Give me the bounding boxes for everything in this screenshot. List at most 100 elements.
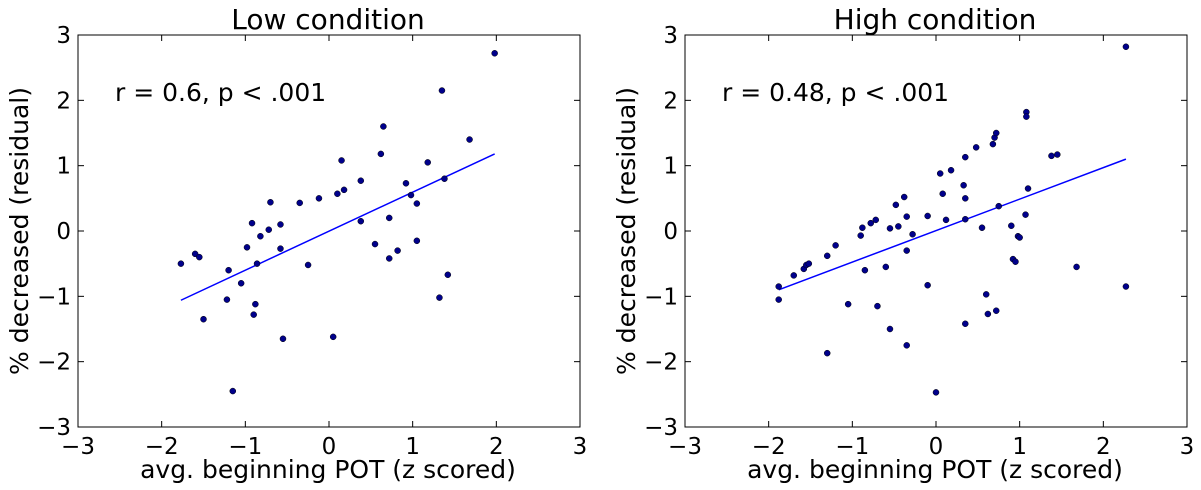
data-point bbox=[1022, 211, 1029, 218]
data-point bbox=[857, 232, 864, 239]
data-point bbox=[859, 224, 866, 231]
data-point bbox=[886, 225, 894, 232]
x-tick-label: 1 bbox=[405, 434, 420, 460]
panel-high-condition: High condition −3 −2 −1 0 1 2 3 −3 −2 −1 0 1 2 3 r = … bbox=[612, 3, 1194, 484]
chart-title: High condition bbox=[834, 3, 1037, 36]
data-point bbox=[775, 296, 782, 303]
data-point bbox=[377, 150, 385, 158]
data-point bbox=[962, 153, 969, 161]
data-point bbox=[371, 240, 379, 248]
data-point bbox=[992, 129, 1000, 137]
data-point bbox=[394, 247, 401, 254]
data-point bbox=[237, 280, 245, 287]
data-point bbox=[903, 342, 910, 349]
data-point bbox=[1054, 151, 1061, 158]
y-tick-label: 3 bbox=[663, 23, 678, 49]
y-tick-label: −1 bbox=[644, 284, 678, 310]
data-point bbox=[1024, 185, 1032, 192]
data-point bbox=[924, 281, 931, 289]
data-point bbox=[196, 253, 203, 261]
data-point bbox=[357, 217, 365, 225]
x-tick-label: −3 bbox=[668, 434, 702, 460]
ticks-layer: −3 −2 −1 0 1 2 3 −3 −2 −1 0 1 2 3 bbox=[37, 23, 587, 460]
data-point bbox=[444, 271, 452, 279]
data-point bbox=[947, 166, 955, 174]
data-point bbox=[962, 215, 969, 223]
data-point bbox=[243, 244, 251, 251]
y-tick-label: 1 bbox=[56, 154, 71, 180]
data-point bbox=[402, 180, 410, 187]
data-point bbox=[989, 140, 997, 148]
data-point bbox=[823, 349, 831, 357]
x-axis-label: avg. beginning POT (z scored) bbox=[140, 455, 516, 484]
y-tick-label: −2 bbox=[37, 350, 71, 376]
data-point bbox=[334, 190, 341, 198]
data-point bbox=[874, 302, 881, 310]
data-point bbox=[424, 159, 431, 166]
y-tick-label: 0 bbox=[663, 219, 678, 245]
data-point bbox=[805, 260, 813, 267]
data-point bbox=[992, 307, 1000, 314]
data-point bbox=[900, 193, 908, 201]
data-point bbox=[1048, 152, 1055, 160]
data-point bbox=[867, 219, 874, 227]
data-point bbox=[277, 245, 284, 252]
data-point bbox=[872, 216, 880, 224]
data-point bbox=[315, 195, 323, 202]
marks-layer bbox=[775, 43, 1130, 396]
y-axis-label: % decreased (residual) bbox=[612, 87, 641, 375]
regression-line bbox=[778, 158, 1127, 291]
x-tick-label: 3 bbox=[573, 434, 588, 460]
chart-title: Low condition bbox=[231, 3, 425, 36]
x-tick-label: 2 bbox=[489, 434, 504, 460]
x-tick-label: 3 bbox=[1180, 434, 1195, 460]
data-point bbox=[200, 315, 207, 323]
data-point bbox=[257, 232, 264, 240]
data-point bbox=[248, 219, 256, 227]
data-point bbox=[441, 175, 448, 182]
x-tick-label: −1 bbox=[228, 434, 262, 460]
data-point bbox=[438, 87, 446, 94]
data-point bbox=[385, 255, 393, 262]
data-point bbox=[924, 212, 931, 220]
ticks-layer: −3 −2 −1 0 1 2 3 −3 −2 −1 0 1 2 3 bbox=[644, 23, 1194, 460]
y-tick-label: 1 bbox=[663, 154, 678, 180]
data-point bbox=[984, 310, 992, 318]
y-tick-label: −3 bbox=[37, 415, 71, 441]
data-point bbox=[177, 260, 185, 267]
data-point bbox=[1008, 222, 1015, 230]
data-point bbox=[903, 247, 910, 254]
data-point bbox=[1073, 263, 1080, 271]
x-tick-label: 2 bbox=[1096, 434, 1111, 460]
data-point bbox=[892, 201, 900, 209]
x-tick-label: −2 bbox=[145, 434, 179, 460]
x-tick-label: 1 bbox=[1012, 434, 1027, 460]
data-point bbox=[380, 123, 387, 130]
data-point bbox=[338, 157, 345, 164]
data-point bbox=[357, 177, 365, 184]
data-point bbox=[790, 272, 798, 279]
data-point bbox=[407, 191, 415, 199]
data-point bbox=[895, 223, 902, 230]
data-point bbox=[882, 263, 890, 271]
x-tick-label: 0 bbox=[929, 434, 944, 460]
data-point bbox=[886, 325, 894, 333]
data-point bbox=[252, 300, 259, 308]
data-point bbox=[995, 202, 1002, 210]
data-point bbox=[909, 231, 916, 238]
data-point bbox=[329, 333, 337, 341]
data-point bbox=[229, 387, 237, 395]
y-tick-label: 2 bbox=[56, 88, 71, 114]
data-point bbox=[267, 199, 274, 206]
data-point bbox=[279, 335, 287, 343]
data-point bbox=[1023, 113, 1030, 120]
data-point bbox=[304, 261, 312, 269]
data-point bbox=[982, 291, 990, 298]
x-tick-label: 0 bbox=[322, 434, 337, 460]
data-point bbox=[413, 200, 421, 207]
y-tick-label: −2 bbox=[644, 350, 678, 376]
correlation-annotation: r = 0.48, p < .001 bbox=[722, 78, 949, 107]
data-point bbox=[861, 266, 869, 274]
data-point bbox=[903, 213, 910, 220]
